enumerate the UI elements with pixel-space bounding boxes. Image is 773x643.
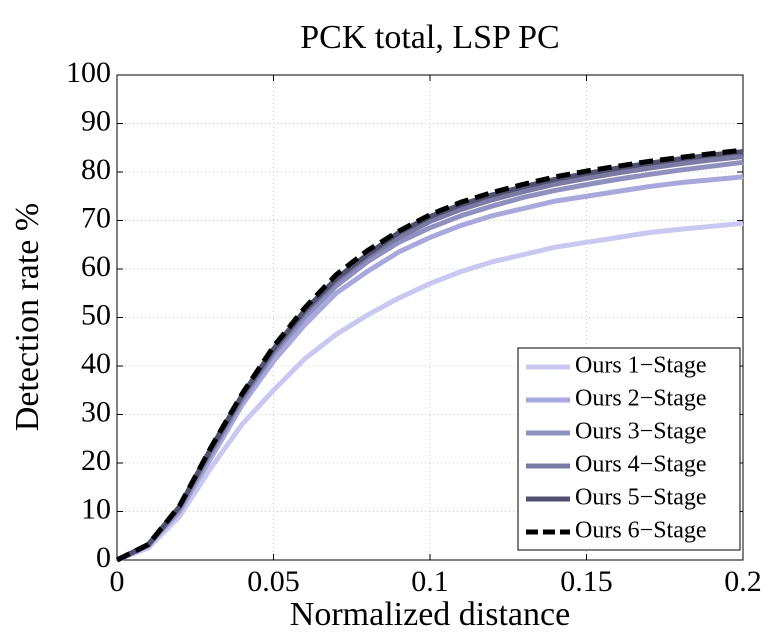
y-axis-label: Detection rate % (9, 203, 46, 431)
legend-label: Ours 5−Stage (575, 485, 707, 511)
legend-label: Ours 6−Stage (575, 518, 707, 544)
legend: Ours 1−Stage Ours 2−Stage Ours 3−Stage Ours… (517, 347, 741, 551)
legend-label: Ours 4−Stage (575, 452, 707, 478)
line-series (115, 147, 744, 563)
plot-frame (116, 74, 744, 561)
legend-box (517, 347, 741, 551)
y-tick-label: 80 (81, 153, 111, 186)
x-tick-label: 0.05 (247, 565, 300, 598)
legend-label: Ours 2−Stage (575, 386, 707, 412)
y-tick-label: 50 (81, 298, 111, 331)
y-tick-label: 100 (66, 56, 111, 89)
legend-label: Ours 1−Stage (575, 353, 707, 379)
y-tick-label: 20 (81, 444, 111, 477)
y-tick-label: 60 (81, 250, 111, 283)
y-tick-label: 10 (81, 492, 111, 525)
y-tick-label: 30 (81, 395, 111, 428)
x-tick-label: 0.1 (411, 565, 449, 598)
line-series (116, 220, 744, 563)
chart-title: PCK total, LSP PC (300, 19, 559, 56)
legend-label: Ours 3−Stage (575, 419, 707, 445)
y-tick-label: 70 (81, 201, 111, 234)
x-tick-label: 0 (110, 565, 125, 598)
x-tick-label: 0.2 (724, 565, 762, 598)
y-tick-label: 90 (81, 104, 111, 137)
y-tick-label: 0 (96, 541, 111, 574)
y-tick-label: 40 (81, 347, 111, 380)
x-axis-label: Normalized distance (290, 596, 570, 633)
x-tick-label: 0.15 (560, 565, 613, 598)
